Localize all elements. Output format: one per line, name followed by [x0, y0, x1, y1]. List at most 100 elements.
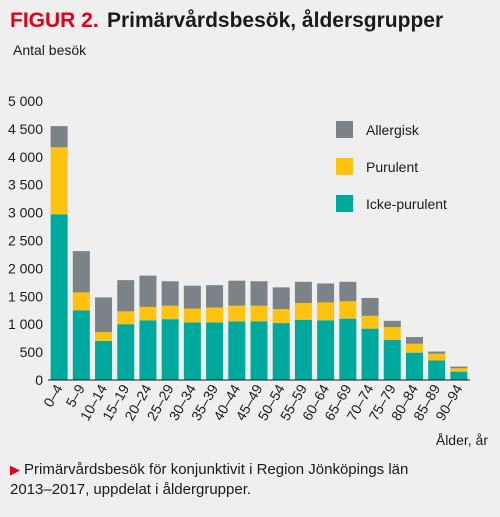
bar-segment-icke-purulent	[206, 322, 224, 380]
bar-stack	[317, 283, 335, 380]
caption-line-1: Primärvårdsbesök för konjunktivit i Regi…	[24, 461, 408, 478]
legend-swatch	[336, 158, 353, 175]
y-tick-label: 0	[35, 372, 43, 388]
bar-stack	[272, 287, 290, 380]
bar-stack	[161, 281, 179, 380]
y-tick-label: 1 000	[8, 316, 43, 332]
bar-stack	[117, 280, 135, 380]
bar-stack	[95, 297, 113, 380]
x-tick-label: 0–4	[40, 381, 66, 409]
bar-segment-purulent	[206, 307, 224, 323]
legend-label: Icke-purulent	[366, 196, 447, 212]
bar-segment-icke-purulent	[250, 321, 268, 380]
bar-segment-allergisk	[405, 337, 423, 344]
y-tick-label: 500	[20, 344, 44, 360]
bar-segment-purulent	[117, 311, 135, 325]
bar-segment-purulent	[228, 305, 246, 322]
x-axis-ticks: 0–45–910–1415–1920–2425–2930–3435–3940–4…	[40, 381, 465, 423]
bar-groups	[50, 126, 468, 380]
bar-segment-allergisk	[450, 366, 468, 369]
y-tick-label: 4 500	[8, 121, 43, 137]
bar-segment-allergisk	[50, 126, 68, 148]
bar-segment-purulent	[317, 302, 335, 321]
caption-marker: ▶	[10, 462, 20, 477]
bar-segment-purulent	[450, 368, 468, 372]
bar-segment-icke-purulent	[294, 319, 312, 380]
bar-stack	[450, 366, 468, 380]
bar-segment-icke-purulent	[383, 339, 401, 380]
bar-stack	[206, 285, 224, 380]
bar-segment-icke-purulent	[428, 360, 446, 380]
bar-segment-icke-purulent	[72, 310, 90, 380]
y-tick-label: 2 000	[8, 260, 43, 276]
bar-segment-purulent	[361, 315, 379, 329]
legend: Allergisk Purulent Icke-purulent	[336, 121, 447, 212]
bar-segment-purulent	[428, 353, 446, 361]
y-tick-label: 3 500	[8, 177, 43, 193]
bar-stack	[294, 281, 312, 380]
y-tick-label: 5 000	[8, 93, 43, 109]
bar-segment-allergisk	[361, 297, 379, 316]
y-tick-label: 3 000	[8, 205, 43, 221]
bar-segment-purulent	[72, 292, 90, 311]
bar-stack	[383, 320, 401, 380]
bar-segment-allergisk	[339, 281, 357, 302]
figure-label: FIGUR 2.	[10, 9, 99, 32]
bar-segment-icke-purulent	[450, 371, 468, 380]
bar-segment-allergisk	[72, 251, 90, 293]
bar-segment-allergisk	[95, 297, 113, 333]
bar-segment-allergisk	[272, 287, 290, 310]
bar-segment-allergisk	[117, 280, 135, 312]
bar-segment-purulent	[50, 147, 68, 215]
bar-stack	[361, 297, 379, 380]
bar-segment-purulent	[95, 332, 113, 341]
bar-segment-allergisk	[161, 281, 179, 306]
y-axis-title: Antal besök	[13, 42, 87, 58]
y-axis-ticks: 0 500 1 000 1 500 2 000 2 500 3 000 3 500 4 000 4…	[8, 93, 43, 388]
caption-line-2: 2013–2017, uppdelat i åldergrupper.	[10, 481, 251, 498]
bar-segment-allergisk	[206, 285, 224, 308]
bar-segment-icke-purulent	[317, 320, 335, 380]
bar-stack	[228, 280, 246, 380]
bar-segment-icke-purulent	[405, 352, 423, 380]
bar-segment-icke-purulent	[117, 324, 135, 380]
bar-segment-icke-purulent	[272, 323, 290, 380]
bar-segment-purulent	[272, 309, 290, 324]
bar-segment-icke-purulent	[339, 318, 357, 380]
legend-label: Purulent	[366, 159, 418, 175]
bar-segment-purulent	[250, 305, 268, 322]
x-axis-title: Ålder, år	[436, 432, 488, 448]
bar-segment-icke-purulent	[183, 322, 201, 380]
bar-segment-allergisk	[228, 280, 246, 306]
bar-segment-icke-purulent	[161, 319, 179, 380]
bar-stack	[139, 275, 157, 380]
figure-title: Primärvårdsbesök, åldersgrupper	[107, 9, 443, 32]
legend-swatch	[336, 195, 353, 212]
bar-segment-purulent	[183, 308, 201, 323]
bar-segment-allergisk	[383, 320, 401, 327]
bar-stack	[405, 337, 423, 380]
bar-stack	[428, 351, 446, 380]
bar-segment-allergisk	[183, 285, 201, 309]
bar-segment-purulent	[405, 343, 423, 353]
bar-segment-purulent	[339, 301, 357, 319]
bar-stack	[72, 251, 90, 380]
bar-segment-allergisk	[139, 275, 157, 307]
bar-segment-allergisk	[428, 351, 446, 354]
bar-segment-allergisk	[250, 281, 268, 306]
legend-swatch	[336, 121, 353, 138]
y-tick-label: 4 000	[8, 149, 43, 165]
bar-stack	[339, 281, 357, 380]
bar-segment-purulent	[383, 326, 401, 340]
bar-stack	[183, 285, 201, 380]
bar-segment-allergisk	[317, 283, 335, 303]
bar-segment-icke-purulent	[95, 340, 113, 380]
bar-segment-icke-purulent	[361, 328, 379, 380]
bar-stack	[250, 281, 268, 380]
bar-segment-purulent	[161, 305, 179, 320]
bar-segment-icke-purulent	[228, 321, 246, 380]
bar-stack	[50, 126, 68, 380]
legend-label: Allergisk	[366, 122, 420, 138]
